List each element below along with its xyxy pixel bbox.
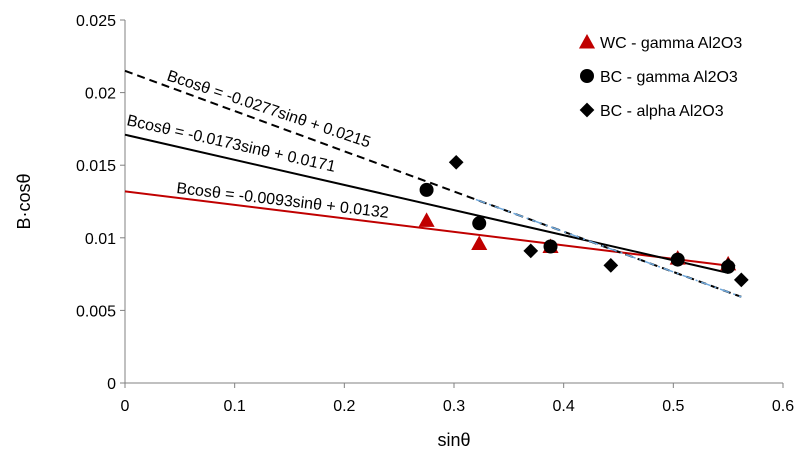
trendlines <box>124 69 742 298</box>
x-axis-title: sinθ <box>437 430 470 450</box>
data-point <box>472 216 487 231</box>
legend: WC - gamma Al2O3 BC - gamma Al2O3 BC - alp… <box>578 33 742 120</box>
data-point <box>419 182 434 197</box>
x-tick-label: 0.6 <box>772 398 794 415</box>
data-point <box>471 235 488 251</box>
axes: 0 0.1 0.2 0.3 0.4 0.5 0.6 0 0.005 0.01 0.015 0.02 0.… <box>76 13 794 415</box>
y-tick-label: 0.015 <box>76 158 116 175</box>
y-tick-label: 0.02 <box>85 86 116 103</box>
y-tick-label: 0.025 <box>76 13 116 30</box>
legend-marker <box>579 102 595 118</box>
trendline <box>475 198 742 298</box>
y-tick-label: 0.01 <box>85 231 116 248</box>
legend-label: BC - gamma Al2O3 <box>600 69 738 86</box>
x-tick-label: 0.5 <box>662 398 684 415</box>
data-point <box>418 212 435 227</box>
data-point <box>733 272 749 288</box>
data-point <box>603 258 619 273</box>
x-tick-label: 0 <box>121 398 130 415</box>
data-point <box>523 243 539 259</box>
trendline <box>124 133 729 274</box>
x-tick-label: 0.4 <box>553 398 575 415</box>
trendline <box>124 190 729 267</box>
legend-label: WC - gamma Al2O3 <box>600 35 742 52</box>
legend-marker <box>578 33 596 49</box>
y-tick-label: 0.005 <box>76 303 116 320</box>
x-tick-label: 0.3 <box>443 398 465 415</box>
x-tick-label: 0.1 <box>224 398 246 415</box>
legend-label: BC - alpha Al2O3 <box>600 103 724 120</box>
data-point <box>670 252 685 267</box>
data-point <box>543 239 558 254</box>
data-point <box>720 258 736 273</box>
y-axis-title: B·cosθ <box>14 173 34 229</box>
markers <box>418 154 749 288</box>
x-tick-label: 0.2 <box>333 398 355 415</box>
data-point <box>448 154 464 170</box>
y-tick-label: 0 <box>107 376 116 393</box>
trendline <box>124 69 742 298</box>
legend-marker <box>580 69 594 83</box>
